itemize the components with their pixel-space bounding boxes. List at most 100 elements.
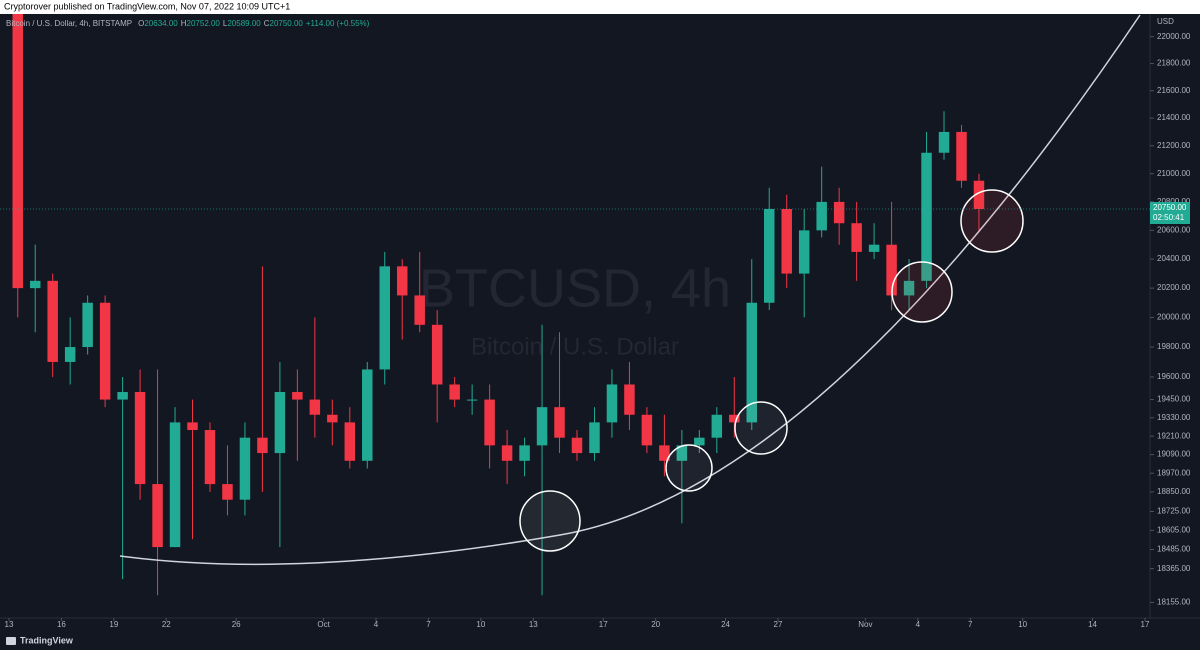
candle-body <box>396 266 408 296</box>
y-tick-label: 19330.00 <box>1157 413 1191 422</box>
y-tick-label: 20800.00 <box>1157 197 1191 206</box>
x-tick-label: 14 <box>1088 620 1097 629</box>
candle-body <box>414 295 425 325</box>
y-tick-label: 18725.00 <box>1157 507 1191 516</box>
candle-body <box>292 392 303 400</box>
candle-body <box>274 392 286 454</box>
candle-body <box>676 445 688 461</box>
x-tick-label: 16 <box>57 620 66 629</box>
y-axis-label: USD <box>1157 17 1174 26</box>
candle-body <box>239 437 251 500</box>
candle-body <box>833 201 845 224</box>
y-tick-label: 20400.00 <box>1157 254 1191 263</box>
candle-body <box>47 280 58 362</box>
x-tick-label: 10 <box>476 620 485 629</box>
y-tick-label: 19450.00 <box>1157 395 1191 404</box>
candle-body <box>711 414 723 438</box>
y-tick-label: 20000.00 <box>1157 313 1191 322</box>
y-tick-label: 20600.00 <box>1157 225 1191 234</box>
candle-body <box>29 280 41 289</box>
footer <box>0 632 1200 650</box>
x-tick-label: 24 <box>721 620 730 629</box>
candle-body <box>379 266 390 370</box>
y-tick-label: 19600.00 <box>1157 372 1191 381</box>
candle-body <box>746 302 758 423</box>
candle-body <box>973 180 985 209</box>
brand-text: TradingView <box>20 635 74 645</box>
y-tick-label: 20200.00 <box>1157 283 1191 292</box>
candle-body <box>729 414 740 423</box>
x-tick-label: 7 <box>968 620 973 629</box>
y-tick-label: 21200.00 <box>1157 141 1191 150</box>
price-tag-countdown: 02:50:41 <box>1153 213 1185 222</box>
candle-body <box>938 131 950 153</box>
candle-body <box>816 201 827 231</box>
x-tick-label: 19 <box>109 620 118 629</box>
y-tick-label: 18155.00 <box>1157 598 1191 607</box>
y-tick-label: 18605.00 <box>1157 526 1191 535</box>
y-tick-label: 18365.00 <box>1157 564 1191 573</box>
candle-body <box>449 384 460 400</box>
y-tick-label: 19210.00 <box>1157 431 1191 440</box>
candle-body <box>903 280 915 296</box>
candle-body <box>589 422 600 454</box>
candle-body <box>169 422 181 548</box>
candle-body <box>956 131 967 181</box>
brand-logo <box>6 637 16 645</box>
y-tick-label: 18970.00 <box>1157 468 1191 477</box>
candle-body <box>571 437 583 454</box>
candle-body <box>187 422 198 431</box>
legend-item: 20589.00 <box>227 19 261 28</box>
candle-body <box>117 392 128 400</box>
candle-body <box>536 407 548 446</box>
legend-item: H <box>181 19 187 28</box>
candle-body <box>606 384 618 423</box>
candle-body <box>554 407 565 438</box>
x-tick-label: 4 <box>916 620 921 629</box>
highlight-circle <box>960 189 1024 253</box>
candle-body <box>309 399 321 415</box>
legend-item: L <box>223 19 228 28</box>
x-tick-label: 20 <box>651 620 660 629</box>
y-tick-label: 22000.00 <box>1157 32 1191 41</box>
candle-body <box>327 414 338 423</box>
legend-item: O <box>138 19 144 28</box>
x-tick-label: 7 <box>426 620 431 629</box>
publish-bar <box>0 0 1200 14</box>
candle-body <box>659 445 670 461</box>
y-tick-label: 21000.00 <box>1157 169 1191 178</box>
candle-body <box>484 399 495 446</box>
highlight-circle <box>665 444 713 492</box>
candle-body <box>431 324 443 385</box>
candle-body <box>921 152 932 281</box>
legend-item: 20752.00 <box>187 19 221 28</box>
candle-body <box>12 14 23 289</box>
candle-body <box>851 223 862 252</box>
price-tag-value: 20750.00 <box>1153 203 1187 212</box>
candle-body <box>781 208 792 274</box>
y-tick-label: 18850.00 <box>1157 487 1191 496</box>
candle-body <box>641 414 653 446</box>
chart-legend: Bitcoin / U.S. Dollar, 4h, BITSTAMP O2063… <box>6 19 370 28</box>
x-tick-label: 27 <box>774 620 783 629</box>
highlight-circle <box>519 490 581 552</box>
y-tick-label: 21600.00 <box>1157 86 1191 95</box>
candle-body <box>868 244 880 252</box>
x-tick-label: 26 <box>232 620 241 629</box>
legend-item: +114.00 (+0.55%) <box>306 19 370 28</box>
legend-item: 20634.00 <box>144 19 178 28</box>
candles <box>12 14 985 596</box>
chart-background <box>0 14 1200 650</box>
x-tick-label: 13 <box>5 620 14 629</box>
highlight-circle <box>891 261 953 323</box>
watermark: BTCUSD, 4h <box>419 258 731 318</box>
annotations <box>119 14 1141 566</box>
candle-body <box>362 369 373 461</box>
y-tick-label: 21400.00 <box>1157 113 1191 122</box>
candle-body <box>134 392 146 485</box>
candle-body <box>764 208 775 303</box>
candle-body <box>519 445 530 461</box>
candle-body <box>624 384 635 415</box>
x-tick-label: 22 <box>162 620 171 629</box>
